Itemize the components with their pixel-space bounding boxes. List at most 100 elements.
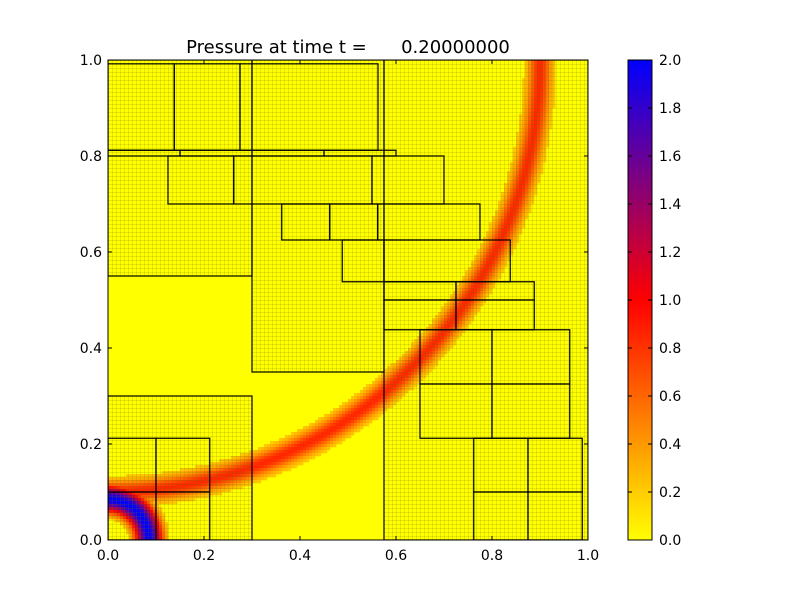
field-cell (279, 450, 283, 454)
y-tick-label: 0.4 (80, 341, 102, 357)
field-cell (297, 453, 301, 457)
field-cell (267, 468, 271, 472)
field-cell (351, 426, 355, 430)
field-cell (363, 423, 367, 427)
field-cell (348, 435, 352, 439)
field-cell (381, 387, 385, 391)
field-cell (315, 435, 319, 439)
field-cell (327, 435, 331, 439)
field-cell (258, 468, 262, 472)
field-cell (378, 414, 382, 418)
field-cell (330, 432, 334, 436)
field-cell (360, 399, 364, 403)
field-cell (345, 432, 349, 436)
field-cell (291, 441, 295, 445)
field-cell (366, 396, 370, 400)
field-cell (348, 423, 352, 427)
field-cell (354, 423, 358, 427)
field-cell (288, 468, 292, 472)
field-cell (360, 405, 364, 409)
field-cell (336, 423, 340, 427)
field-cell (318, 441, 322, 445)
field-cell (279, 468, 283, 472)
field-cell (321, 450, 325, 454)
field-cell (318, 435, 322, 439)
field-cell (267, 450, 271, 454)
field-cell (333, 420, 337, 424)
field-cell (279, 438, 283, 442)
field-cell (357, 396, 361, 400)
field-cell (348, 405, 352, 409)
field-cell (366, 399, 370, 403)
field-cell (336, 408, 340, 412)
field-cell (345, 402, 349, 406)
field-cell (318, 453, 322, 457)
field-cell (309, 435, 313, 439)
field-cell (309, 444, 313, 448)
amr-level-1-patch (252, 60, 384, 372)
field-cell (345, 411, 349, 415)
field-cell (336, 411, 340, 415)
field-cell (282, 444, 286, 448)
field-cell (336, 420, 340, 424)
field-cell (333, 435, 337, 439)
field-cell (261, 471, 265, 475)
field-cell (267, 453, 271, 457)
field-cell (381, 408, 385, 412)
field-cell (321, 435, 325, 439)
field-cell (318, 450, 322, 454)
field-cell (312, 441, 316, 445)
field-cell (381, 396, 385, 400)
field-cell (381, 375, 385, 379)
field-cell (312, 423, 316, 427)
field-cell (291, 438, 295, 442)
field-cell (348, 417, 352, 421)
field-cell (288, 462, 292, 466)
field-cell (342, 423, 346, 427)
field-cell (381, 378, 385, 382)
colorbar-tick-label: 0.4 (659, 437, 681, 453)
field-cell (288, 441, 292, 445)
field-cell (360, 390, 364, 394)
field-cell (255, 474, 259, 478)
field-cell (315, 438, 319, 442)
field-cell (336, 429, 340, 433)
field-cell (318, 438, 322, 442)
field-cell (363, 396, 367, 400)
field-cell (282, 459, 286, 463)
field-cell (369, 387, 373, 391)
field-cell (279, 444, 283, 448)
field-cell (312, 453, 316, 457)
field-cell (345, 423, 349, 427)
field-cell (273, 468, 277, 472)
y-tick-label: 0.6 (80, 245, 102, 261)
field-cell (312, 450, 316, 454)
field-cell (339, 411, 343, 415)
field-cell (267, 459, 271, 463)
field-cell (288, 438, 292, 442)
field-cell (261, 447, 265, 451)
x-tick-label: 0.8 (481, 548, 503, 564)
field-cell (300, 444, 304, 448)
field-cell (327, 441, 331, 445)
field-cell (339, 429, 343, 433)
field-cell (342, 420, 346, 424)
field-cell (375, 417, 379, 421)
field-cell (297, 456, 301, 460)
field-cell (300, 450, 304, 454)
field-cell (270, 447, 274, 451)
field-cell (366, 402, 370, 406)
field-cell (360, 402, 364, 406)
field-cell (348, 429, 352, 433)
amr-level-1-patch (108, 396, 252, 540)
field-cell (369, 393, 373, 397)
field-cell (282, 456, 286, 460)
field-cell (279, 459, 283, 463)
field-cell (351, 423, 355, 427)
field-cell (372, 381, 376, 385)
field-cell (345, 429, 349, 433)
field-cell (297, 444, 301, 448)
x-axis: 0.0 0.2 0.4 0.6 0.8 1.0 (97, 60, 599, 564)
field-cell (330, 414, 334, 418)
field-cell (324, 414, 328, 418)
